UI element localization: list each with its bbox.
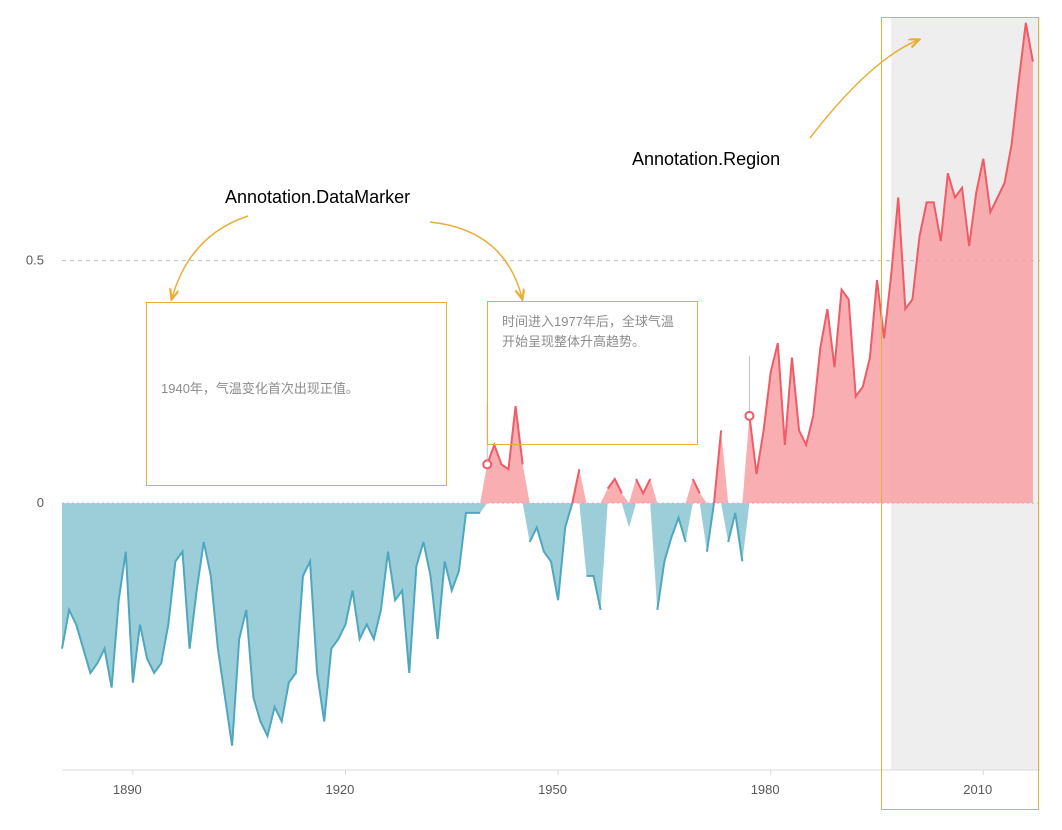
annotation-text-1977-content: 时间进入1977年后，全球气温开始呈现整体升高趋势。 [502,312,683,351]
callout-label-region: Annotation.Region [632,149,780,170]
annotation-text-1977: 时间进入1977年后，全球气温开始呈现整体升高趋势。 [487,301,698,445]
x-tick-label: 1920 [325,782,354,797]
y-tick-label: 0.5 [26,253,44,268]
annotation-text-1940-content: 1940年，气温变化首次出现正值。 [161,379,432,399]
x-tick-label: 1890 [113,782,142,797]
x-tick-label: 2010 [963,782,992,797]
chart-container: 0 0.5 1940年，气温变化首次出现正值。 时间进入1977年后，全球气温开始… [0,0,1062,830]
marker-1940-dot [483,460,491,468]
marker-1977-dot [745,412,753,420]
x-tick-label: 1950 [538,782,567,797]
annotation-region-box [881,17,1039,810]
annotation-text-1940: 1940年，气温变化首次出现正值。 [146,302,447,486]
y-tick-label: 0 [37,495,44,510]
x-tick-label: 1980 [751,782,780,797]
callout-label-data-marker: Annotation.DataMarker [225,187,410,208]
callout-arrow-dm-1 [172,216,248,298]
callout-arrow-dm-2 [430,222,522,298]
